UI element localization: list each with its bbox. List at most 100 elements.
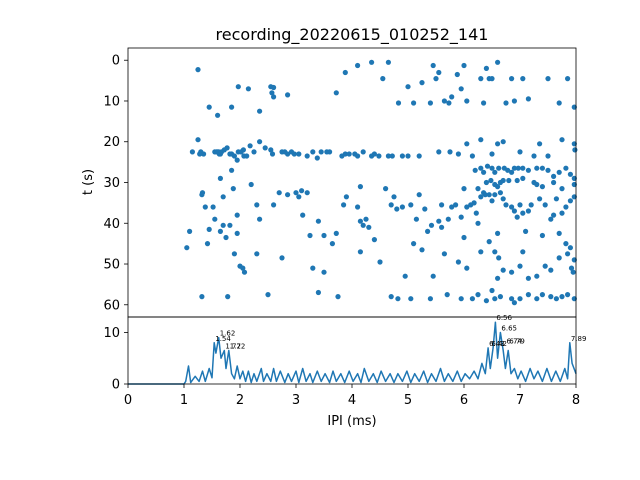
scatter-point-136 (223, 234, 229, 241)
scatter-point-201 (548, 216, 554, 222)
peak-label-9: 6.79 (509, 337, 525, 345)
scatter-point-247 (254, 251, 260, 257)
scatter-point-150 (333, 230, 339, 236)
scatter-point-19 (430, 62, 436, 69)
scatter-point-223 (539, 165, 546, 171)
scatter-point-17 (419, 80, 425, 86)
scatter-point-270 (534, 273, 540, 279)
scatter-point-101 (371, 151, 377, 157)
scatter-point-30 (483, 65, 489, 71)
scatter-point-40 (545, 76, 551, 82)
scatter-point-161 (391, 194, 397, 200)
scatter-point-205 (563, 204, 569, 210)
scatter-point-305 (559, 294, 565, 300)
scatter-point-105 (399, 153, 405, 159)
scatter-point-163 (399, 204, 405, 210)
scatter-point-141 (285, 192, 291, 198)
scatter-point-214 (496, 165, 502, 171)
scatter-point-206 (567, 198, 574, 204)
scatter-point-123 (572, 147, 578, 153)
scatter-point-16 (411, 100, 417, 106)
scatter-point-20 (433, 76, 439, 82)
scatter-point-241 (559, 186, 565, 192)
scatter-point-180 (475, 186, 481, 192)
peak-label-10: 7.89 (571, 335, 587, 343)
scatter-point-12 (380, 76, 386, 82)
scatter-point-89 (310, 149, 316, 155)
scatter-point-93 (327, 149, 333, 155)
scatter-point-184 (486, 192, 492, 198)
scatter-point-103 (385, 153, 391, 159)
scatter-point-256 (430, 273, 436, 279)
scatter-point-294 (489, 287, 495, 294)
ipi-curve-line (128, 321, 577, 385)
scatter-point-39 (525, 96, 532, 102)
scatter-point-142 (293, 190, 299, 196)
scatter-point-231 (488, 177, 494, 184)
scatter-point-301 (534, 296, 540, 302)
line-x-tick-label-0: 0 (124, 393, 132, 408)
scatter-point-230 (483, 179, 489, 186)
scatter-point-102 (376, 153, 382, 159)
x-axis-label: IPI (ms) (327, 414, 376, 429)
scatter-point-106 (405, 153, 411, 159)
scatter-point-250 (321, 269, 327, 275)
scatter-point-33 (489, 76, 495, 82)
scatter-point-24 (449, 94, 455, 100)
scatter-y-tick-label-50: 50 (103, 258, 120, 273)
scatter-point-204 (559, 210, 565, 216)
scatter-point-57 (206, 226, 212, 232)
line-y-tick-label-10: 10 (103, 326, 120, 341)
scatter-point-35 (503, 100, 509, 106)
scatter-point-263 (496, 255, 502, 261)
scatter-point-266 (509, 269, 515, 275)
scatter-point-186 (492, 192, 498, 198)
peak-label-3: 1.72 (230, 343, 246, 351)
scatter-point-185 (489, 198, 495, 204)
scatter-point-226 (556, 169, 562, 175)
scatter-point-152 (343, 194, 349, 200)
scatter-point-181 (478, 194, 484, 200)
line-x-tick-label-1: 1 (180, 393, 188, 408)
scatter-point-191 (509, 204, 515, 210)
scatter-point-10 (355, 62, 361, 69)
scatter-point-276 (567, 245, 574, 251)
scatter-point-246 (241, 269, 248, 275)
scatter-y-tick-label-10: 10 (103, 94, 120, 109)
scatter-point-318 (371, 237, 377, 243)
scatter-point-254 (411, 241, 417, 247)
scatter-point-2 (245, 86, 251, 92)
scatter-point-302 (539, 292, 546, 298)
scatter-point-41 (556, 100, 562, 106)
scatter-point-112 (478, 137, 484, 143)
scatter-point-127 (220, 194, 226, 200)
scatter-point-303 (548, 294, 554, 300)
scatter-point-259 (464, 265, 470, 271)
ipi-line-panel: 1.541.62 1.721.72 6.436.42 6.56 6.65 6.746.79… (103, 314, 586, 408)
scatter-point-13 (385, 59, 391, 65)
scatter-point-109 (447, 149, 453, 155)
scatter-point-211 (484, 163, 491, 169)
scatter-point-117 (517, 149, 523, 155)
scatter-point-280 (199, 294, 205, 300)
scatter-point-235 (506, 177, 512, 184)
scatter-point-107 (416, 153, 422, 159)
scatter-point-79 (262, 145, 268, 151)
scatter-point-268 (520, 249, 526, 255)
scatter-point-47 (257, 108, 263, 114)
scatter-point-28 (464, 98, 470, 104)
scatter-point-115 (495, 141, 501, 147)
scatter-point-126 (217, 175, 223, 181)
scatter-point-50 (195, 137, 201, 143)
scatter-point-170 (439, 202, 445, 208)
scatter-point-70 (231, 153, 237, 159)
scatter-point-153 (357, 184, 363, 190)
scatter-point-273 (556, 255, 562, 261)
scatter-point-300 (525, 292, 532, 298)
scatter-point-312 (495, 230, 501, 236)
scatter-point-309 (187, 228, 193, 234)
scatter-point-228 (567, 171, 574, 177)
scatter-point-217 (509, 169, 515, 175)
scatter-point-108 (436, 149, 442, 155)
